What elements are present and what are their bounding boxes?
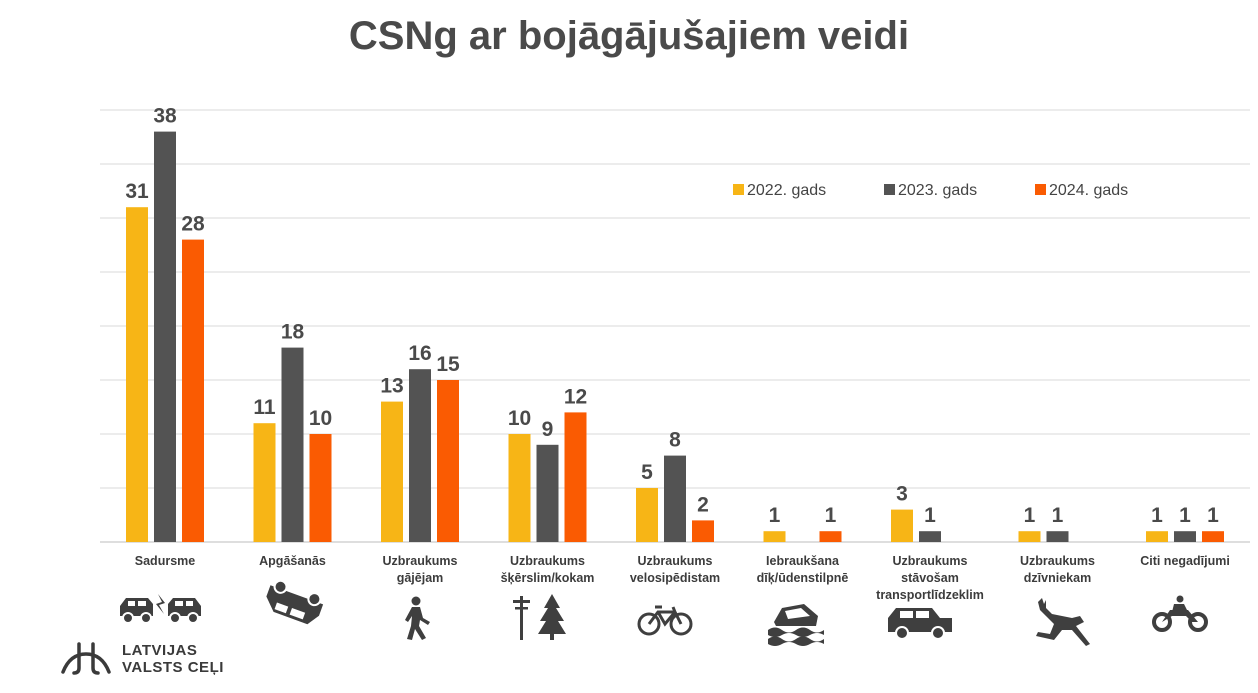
value-label: 3 [896, 483, 908, 506]
category-label: velosipēdistam [630, 571, 720, 585]
bar [154, 131, 176, 542]
value-label: 38 [153, 105, 177, 128]
legend-label: 2022. gads [747, 182, 826, 199]
bars [126, 131, 1224, 542]
value-label: 28 [181, 213, 205, 236]
logo-line-2: VALSTS CEĻI [122, 659, 224, 676]
bar [409, 369, 431, 542]
logo-icon [61, 642, 111, 675]
value-label: 31 [125, 180, 149, 203]
bar [309, 434, 332, 542]
bar [1018, 531, 1041, 542]
category-label: gājējam [397, 571, 444, 585]
legend: 2022. gads 2023. gads 2024. gads [733, 182, 1128, 199]
car-in-water-icon [768, 604, 824, 646]
category-label: Uzbraukums [637, 554, 712, 568]
legend-label: 2024. gads [1049, 182, 1128, 199]
value-label: 1 [769, 504, 781, 527]
bar [919, 531, 941, 542]
bar [381, 401, 403, 542]
category-label: Uzbraukums [892, 554, 967, 568]
category-icons [120, 579, 1208, 646]
bar [763, 531, 786, 542]
value-label: 10 [309, 407, 332, 430]
legend-swatch [733, 184, 744, 195]
value-label: 12 [564, 385, 587, 408]
category-label: dīķ/ūdenstilpnē [757, 571, 849, 585]
bar [1202, 531, 1224, 542]
category-label: dzīvniekam [1024, 571, 1091, 585]
bar [126, 207, 148, 542]
bar [1046, 531, 1069, 542]
chart-title: CSNg ar bojāgājušajiem veidi [348, 14, 910, 58]
car-collision-icon [120, 594, 201, 624]
value-label: 15 [436, 353, 460, 376]
logo-line-1: LATVIJAS [122, 642, 198, 659]
value-label: 1 [924, 504, 936, 527]
bar [253, 423, 276, 542]
latvijas-valsts-celi-logo: LATVIJAS VALSTS CEĻI [60, 642, 224, 676]
value-label: 5 [641, 461, 653, 484]
value-label: 8 [669, 429, 681, 452]
bar [182, 239, 204, 542]
overturned-car-icon [266, 579, 324, 625]
bar [564, 412, 587, 542]
bicycle-icon [637, 605, 693, 636]
category-label: Uzbraukums [1020, 554, 1095, 568]
deer-icon [1036, 598, 1090, 646]
value-label: 1 [1179, 504, 1191, 527]
bar [891, 509, 913, 542]
category-label: transportlīdzeklim [876, 588, 984, 602]
bar [536, 444, 559, 542]
value-label: 1 [1052, 504, 1064, 527]
legend-label: 2023. gads [898, 182, 977, 199]
value-label: 1 [825, 504, 837, 527]
bar [692, 520, 714, 542]
category-label: Citi negadījumi [1140, 554, 1230, 568]
bar [1174, 531, 1196, 542]
category-labels: Sadursme Apgāšanās Uzbraukums gājējam Uzbrau… [135, 554, 1230, 602]
legend-swatch [884, 184, 895, 195]
value-label: 13 [380, 375, 403, 398]
bar [819, 531, 842, 542]
bar [1146, 531, 1168, 542]
value-label: 1 [1207, 504, 1219, 527]
value-label: 11 [253, 396, 276, 419]
value-label: 16 [408, 342, 431, 365]
bar [664, 455, 686, 542]
category-label: šķērslim/kokam [501, 571, 595, 585]
category-label: Apgāšanās [259, 554, 326, 568]
bar [508, 434, 531, 542]
value-label: 18 [281, 321, 305, 344]
parked-car-icon [888, 608, 952, 640]
motorcycle-icon [1152, 595, 1208, 632]
value-label: 1 [1151, 504, 1163, 527]
category-label: Uzbraukums [382, 554, 457, 568]
category-label: stāvošam [901, 571, 959, 585]
category-label: Sadursme [135, 554, 195, 568]
value-label: 10 [508, 407, 531, 430]
value-label: 1 [1024, 504, 1036, 527]
value-label: 9 [542, 418, 554, 441]
pedestrian-icon [405, 596, 430, 640]
pole-tree-icon [513, 594, 566, 640]
category-label: Iebraukšana [766, 554, 840, 568]
value-label: 2 [697, 493, 709, 516]
category-label: Uzbraukums [510, 554, 585, 568]
bar [281, 347, 304, 542]
bar [437, 380, 459, 542]
legend-swatch [1035, 184, 1046, 195]
bar [636, 488, 658, 542]
